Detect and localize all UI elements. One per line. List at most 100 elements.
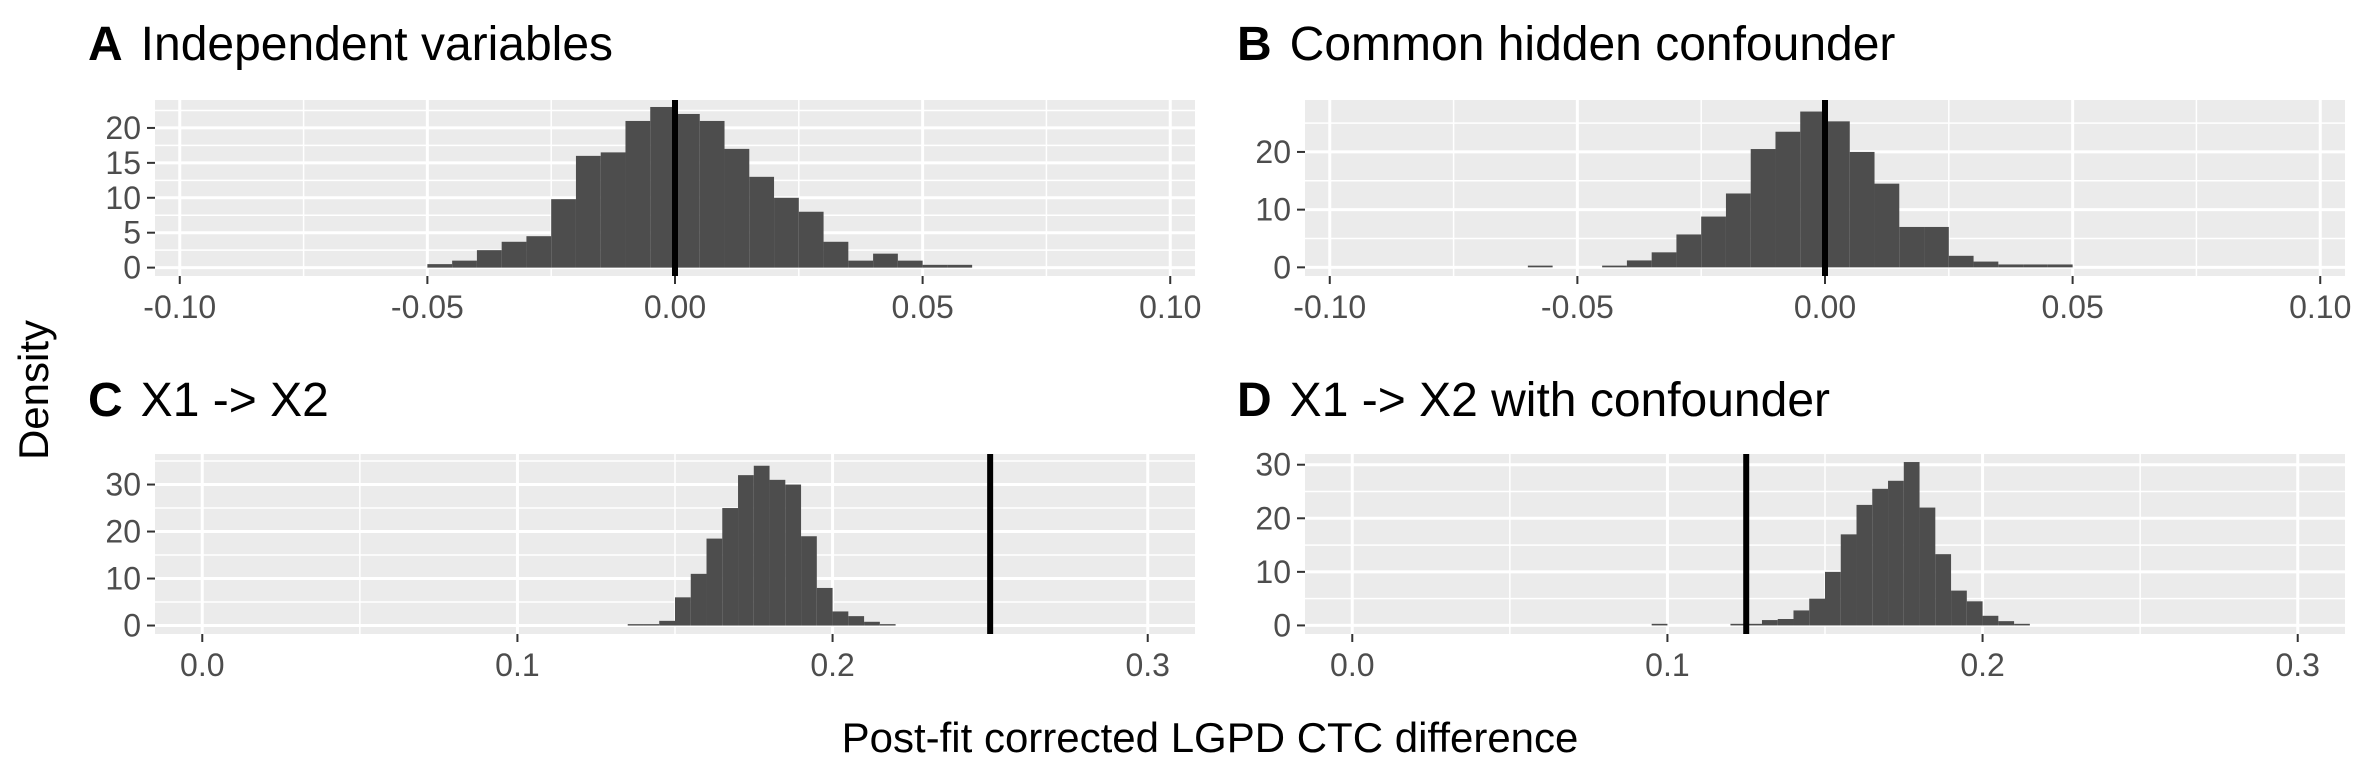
panel-c-title: C X1 -> X2 [88,374,329,427]
histogram-bar [1725,193,1751,268]
y-tick-label: 0 [123,250,141,286]
y-tick-label: 10 [105,561,141,597]
x-tick-label: 0.3 [1125,647,1169,683]
histogram-bar [1951,590,1967,626]
histogram-bar [1899,226,1925,268]
histogram-bar [1626,260,1652,268]
histogram-bar [848,616,865,626]
panel-d: D X1 -> X2 with confounder 0.0 0.1 0.2 0.3 0 10… [1237,374,2345,683]
histogram-bar [600,152,626,268]
panel-b-letter: B [1237,18,1272,71]
histogram-bar [1527,265,1553,268]
x-tick-label: 0.1 [1645,647,1689,683]
x-tick-label: 0.1 [495,647,539,683]
histogram-bar [724,148,750,268]
histogram-bar [501,241,527,268]
y-tick-label: 0 [1273,607,1291,643]
histogram-bar [1750,149,1776,268]
y-tick-label: 20 [1255,134,1291,170]
histogram-bar [659,620,675,626]
panel-d-letter: D [1237,374,1272,427]
histogram-bar [1651,252,1677,268]
histogram-bar [1602,265,1627,268]
histogram-bar [699,120,725,268]
histogram-bar [650,106,675,268]
x-tick-label: -0.05 [1541,289,1614,325]
histogram-bar [1730,623,1747,626]
histogram-bar [1761,620,1778,626]
panel-b-title-text: Common hidden confounder [1290,18,1896,71]
histogram-bar [551,199,576,268]
histogram-bar [753,465,770,626]
x-tick-label: 0.05 [891,289,953,325]
histogram-bar [1746,623,1762,626]
panel-c-title-text: X1 -> X2 [141,374,329,427]
y-tick-label: 30 [1255,447,1291,483]
histogram-bar [1800,111,1825,268]
histogram-bar [1998,264,2024,268]
histogram-bar [690,573,707,626]
histogram-bar [798,211,824,268]
x-tick-label: -0.10 [143,289,216,325]
histogram-bar [575,155,601,268]
histogram-bar [1856,504,1873,626]
histogram-bar [1919,507,1936,626]
x-axis-title: Post-fit corrected LGPD CTC difference [842,714,1579,761]
y-tick-label: 5 [123,215,141,251]
y-tick-label: 10 [1255,554,1291,590]
panel-a-title: A Independent variables [88,18,613,71]
histogram-bar [1701,216,1726,268]
histogram-bar [627,624,644,626]
x-tick-label: -0.05 [391,289,464,325]
panel-a-letter: A [88,18,123,71]
histogram-bar [1777,619,1794,626]
histogram-bar [1825,571,1841,626]
histogram-bar [427,264,453,268]
histogram-bar [816,587,833,626]
histogram-bar [2023,264,2048,268]
histogram-bar [476,250,502,268]
histogram-bar [801,536,817,626]
histogram-bar [722,508,739,626]
histogram-bar [2014,623,2030,626]
histogram-bar [1872,488,1889,626]
histogram-bar [848,260,874,268]
panel-a: A Independent variables -0.10 -0.05 0.00 0.05… [88,18,1201,325]
x-tick-label: 0.00 [1794,289,1856,325]
histogram-bar [2047,264,2073,268]
histogram-bar [643,624,660,626]
histogram-bar [769,479,786,626]
panel-d-title-text: X1 -> X2 with confounder [1290,374,1830,427]
histogram-bar [1973,261,1999,268]
x-tick-label: 0.0 [1330,647,1374,683]
y-tick-label: 20 [105,514,141,550]
y-tick-label: 30 [105,467,141,503]
y-tick-label: 0 [123,608,141,644]
histogram-bar [774,197,799,268]
x-tick-label: 0.10 [1139,289,1201,325]
histogram-bar [706,538,723,626]
histogram-bar [947,264,973,268]
x-tick-label: 0.0 [180,647,224,683]
histogram-bar [1775,131,1801,268]
histogram-bar [1849,151,1875,268]
histogram-bar [1840,534,1857,626]
y-axis-title: Density [10,320,57,460]
x-tick-label: -0.10 [1293,289,1366,325]
histogram-bar [625,120,651,268]
histogram-bar [1676,234,1702,268]
histogram-bar [1874,183,1900,268]
histogram-bar [1998,621,2015,626]
histogram-bar [675,113,700,268]
histogram-bar [1903,462,1920,626]
histogram-bar [1948,255,1974,268]
histogram-bar [738,475,754,626]
x-tick-label: 0.00 [644,289,706,325]
panel-b: B Common hidden confounder -0.10 -0.05 0.00 0… [1237,18,2351,325]
histogram-bar [1651,623,1668,626]
histogram-bar [922,264,948,268]
histogram-bar [1809,598,1825,626]
histogram-bar [1982,615,1999,626]
y-tick-label: 20 [1255,500,1291,536]
